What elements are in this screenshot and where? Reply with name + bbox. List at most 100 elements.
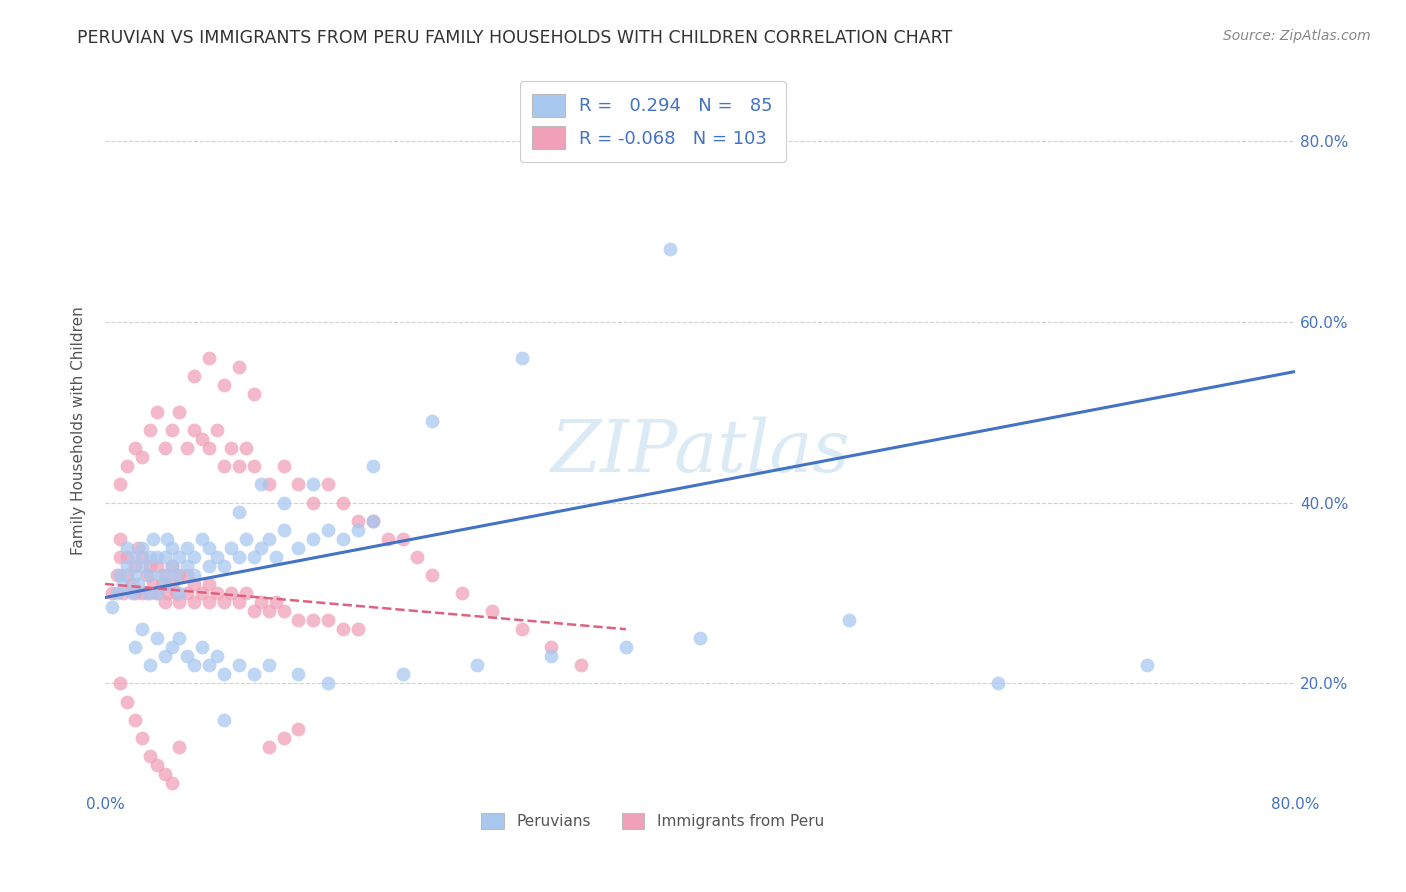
Point [228, 505, 250, 519]
Point [183, 595, 205, 609]
Point [131, 586, 153, 600]
Point [347, 514, 370, 528]
Point [257, 477, 280, 491]
Legend: Peruvians, Immigrants from Peru: Peruvians, Immigrants from Peru [475, 806, 830, 835]
Point [153, 595, 176, 609]
Text: ZIPatlas: ZIPatlas [550, 417, 851, 487]
Point [212, 713, 235, 727]
Point [131, 541, 153, 555]
Point [160, 558, 183, 573]
Point [316, 523, 339, 537]
Point [257, 658, 280, 673]
Point [205, 586, 228, 600]
Point [176, 442, 198, 456]
Point [212, 667, 235, 681]
Point [190, 586, 212, 600]
Point [257, 532, 280, 546]
Point [124, 549, 146, 564]
Point [153, 577, 176, 591]
Point [131, 558, 153, 573]
Point [117, 558, 139, 573]
Point [332, 622, 354, 636]
Point [302, 532, 325, 546]
Point [156, 586, 179, 600]
Point [165, 568, 187, 582]
Point [153, 442, 176, 456]
Point [302, 495, 325, 509]
Point [131, 450, 153, 465]
Point [273, 495, 295, 509]
Point [510, 622, 533, 636]
Point [198, 658, 221, 673]
Point [302, 613, 325, 627]
Point [361, 514, 384, 528]
Point [302, 477, 325, 491]
Point [1136, 658, 1159, 673]
Point [221, 586, 243, 600]
Point [540, 649, 562, 664]
Point [183, 577, 205, 591]
Point [138, 748, 160, 763]
Point [361, 459, 384, 474]
Point [153, 767, 176, 781]
Point [243, 549, 266, 564]
Point [176, 568, 198, 582]
Point [138, 423, 160, 437]
Point [160, 640, 183, 655]
Point [160, 558, 183, 573]
Point [124, 442, 146, 456]
Point [108, 477, 131, 491]
Point [481, 604, 503, 618]
Point [150, 568, 173, 582]
Point [332, 532, 354, 546]
Point [250, 541, 273, 555]
Point [212, 459, 235, 474]
Point [111, 586, 134, 600]
Point [142, 577, 165, 591]
Point [146, 586, 169, 600]
Point [101, 599, 124, 614]
Point [105, 586, 128, 600]
Point [361, 514, 384, 528]
Point [150, 577, 173, 591]
Point [153, 568, 176, 582]
Point [190, 432, 212, 446]
Point [228, 359, 250, 374]
Point [105, 568, 128, 582]
Point [124, 558, 146, 573]
Point [273, 523, 295, 537]
Point [235, 442, 257, 456]
Point [264, 595, 287, 609]
Point [198, 541, 221, 555]
Point [183, 658, 205, 673]
Point [198, 351, 221, 365]
Point [124, 640, 146, 655]
Point [165, 586, 187, 600]
Point [117, 459, 139, 474]
Point [273, 459, 295, 474]
Point [156, 532, 179, 546]
Point [183, 423, 205, 437]
Point [221, 541, 243, 555]
Point [169, 586, 191, 600]
Point [235, 532, 257, 546]
Point [264, 549, 287, 564]
Point [422, 568, 444, 582]
Point [121, 586, 143, 600]
Point [146, 558, 169, 573]
Point [176, 586, 198, 600]
Point [190, 640, 212, 655]
Point [160, 577, 183, 591]
Y-axis label: Family Households with Children: Family Households with Children [72, 306, 86, 555]
Point [198, 442, 221, 456]
Point [124, 586, 146, 600]
Point [127, 577, 149, 591]
Point [243, 459, 266, 474]
Point [377, 532, 399, 546]
Point [205, 423, 228, 437]
Point [108, 549, 131, 564]
Point [205, 549, 228, 564]
Point [540, 640, 562, 655]
Point [183, 369, 205, 384]
Point [212, 595, 235, 609]
